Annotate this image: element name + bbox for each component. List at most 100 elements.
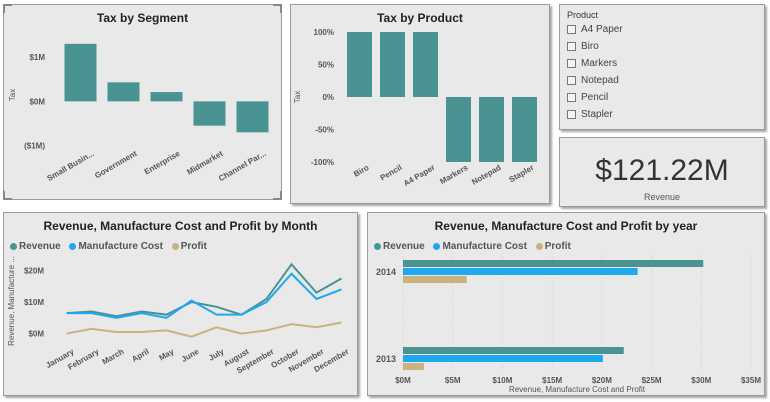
bar-profit[interactable] [403, 276, 467, 283]
series-line-profit[interactable] [66, 321, 342, 338]
bar[interactable] [347, 32, 372, 97]
checkbox[interactable] [567, 76, 576, 85]
y-tick-label: $1M [29, 53, 45, 62]
x-tick-label: Midmarket [185, 149, 224, 177]
bar-manufacture-cost[interactable] [403, 268, 638, 275]
y-tick-label: -50% [315, 126, 334, 135]
revenue-by-month-panel[interactable]: Revenue, Manufacture Cost and Profit by … [3, 212, 358, 396]
x-tick-label: $15M [542, 376, 562, 385]
revenue-card[interactable]: $121.22M Revenue [559, 137, 765, 207]
checkbox[interactable] [567, 25, 576, 34]
bar[interactable] [150, 92, 183, 102]
bar-revenue[interactable] [403, 260, 704, 267]
x-tick-label: June [180, 347, 201, 364]
legend-profit-dot-icon [171, 242, 179, 250]
slicer-item-label: Notepad [581, 75, 619, 86]
product-slicer[interactable]: Product A4 Paper Biro Markers Notepad Pencil… [559, 4, 765, 130]
tax-by-segment-chart[interactable]: $1M $0M ($1M) Tax Small Busin...Government En… [4, 5, 281, 199]
slicer-item-pencil[interactable]: Pencil [567, 92, 608, 103]
x-tick-label: $20M [592, 376, 612, 385]
y-axis-label: Revenue, Manufacture ... [7, 256, 16, 346]
y-tick-label: 2014 [376, 267, 396, 277]
slicer-title: Product [567, 10, 599, 20]
checkbox[interactable] [567, 59, 576, 68]
y-axis-label: Tax [8, 89, 17, 101]
legend-revenue-label: Revenue [383, 241, 425, 252]
legend-profit[interactable]: Profit [171, 241, 207, 252]
revenue-card-value: $121.22M [595, 154, 729, 187]
y-tick-label: 50% [318, 61, 334, 70]
legend-manufacture[interactable]: Manufacture Cost [433, 241, 527, 252]
bar[interactable] [413, 32, 438, 97]
bar[interactable] [446, 97, 471, 162]
bar[interactable] [512, 97, 537, 162]
legend-manufacture[interactable]: Manufacture Cost [69, 241, 163, 252]
resize-handle-icon[interactable] [3, 191, 12, 200]
bar[interactable] [193, 101, 226, 126]
x-tick-label: Channel Par... [217, 149, 267, 183]
bar[interactable] [479, 97, 504, 162]
resize-handle-icon[interactable] [273, 4, 282, 13]
x-tick-label: March [101, 347, 126, 367]
resize-handle-icon[interactable] [273, 191, 282, 200]
slicer-item-biro[interactable]: Biro [567, 41, 599, 52]
y-tick-label: -100% [311, 158, 334, 167]
revenue-by-year-chart[interactable]: $0M $5M $10M $15M $20M $25M $30M $35M 2014 2013 Re… [368, 213, 764, 395]
x-tick-label: Stapler [508, 163, 536, 184]
x-tick-label: May [158, 347, 176, 363]
checkbox[interactable] [567, 42, 576, 51]
tax-by-segment-panel[interactable]: Tax by Segment $1M $0M ($1M) Tax Small Busin… [3, 4, 282, 200]
slicer-item-a4-paper[interactable]: A4 Paper [567, 24, 623, 35]
y-tick-label: 2013 [376, 354, 396, 364]
checkbox[interactable] [567, 110, 576, 119]
slicer-item-markers[interactable]: Markers [567, 58, 617, 69]
legend-manufacture-label: Manufacture Cost [78, 241, 163, 252]
revenue-by-year-panel[interactable]: Revenue, Manufacture Cost and Profit by … [367, 212, 765, 396]
slicer-item-label: Biro [581, 41, 599, 52]
slicer-item-stapler[interactable]: Stapler [567, 109, 613, 120]
bar[interactable] [380, 32, 405, 97]
y-tick-label: 100% [314, 28, 334, 37]
x-tick-label: A4 Paper [402, 163, 437, 188]
bar-profit[interactable] [403, 363, 424, 370]
x-tick-label: April [130, 347, 150, 364]
x-tick-label: Markers [438, 163, 470, 186]
slicer-item-label: Stapler [581, 109, 613, 120]
slicer-item-notepad[interactable]: Notepad [567, 75, 619, 86]
legend-profit-label: Profit [544, 241, 571, 252]
x-axis-label: Revenue, Manufacture Cost and Profit [509, 385, 646, 394]
revenue-by-month-title: Revenue, Manufacture Cost and Profit by … [43, 219, 318, 233]
legend-revenue-dot-icon [374, 242, 381, 250]
revenue-by-month-chart[interactable]: Revenue, Manufacture ... $20M$10M$0MJanua… [4, 213, 357, 395]
y-tick-label: ($1M) [24, 142, 45, 151]
revenue-card-label: Revenue [643, 192, 681, 202]
year-legend: Revenue Manufacture Cost Profit [374, 241, 577, 252]
tax-by-product-panel[interactable]: Tax by Product 100% 50% 0% -50% -100% Tax Biro… [290, 4, 550, 204]
legend-manufacture-dot-icon [69, 242, 77, 250]
legend-revenue-dot-icon [10, 242, 17, 250]
bar-revenue[interactable] [403, 347, 624, 354]
series-line-revenue[interactable] [66, 262, 342, 318]
slicer-item-label: Markers [581, 58, 618, 69]
tax-by-segment-title: Tax by Segment [96, 11, 189, 25]
x-tick-label: Government [93, 149, 139, 181]
bar[interactable] [64, 43, 97, 102]
tax-by-product-title: Tax by Product [377, 11, 463, 25]
legend-revenue[interactable]: Revenue [374, 241, 425, 252]
legend-revenue[interactable]: Revenue [10, 241, 61, 252]
resize-handle-icon[interactable] [3, 4, 12, 13]
bar[interactable] [236, 101, 269, 133]
legend-profit[interactable]: Profit [535, 241, 571, 252]
bar[interactable] [107, 82, 140, 102]
y-tick-label: $20M [24, 267, 44, 276]
x-tick-label: $0M [395, 376, 411, 385]
legend-profit-label: Profit [180, 241, 207, 252]
checkbox[interactable] [567, 93, 576, 102]
x-tick-label: $35M [741, 376, 761, 385]
x-tick-label: $30M [691, 376, 711, 385]
bar-manufacture-cost[interactable] [403, 355, 603, 362]
slicer-item-label: Pencil [581, 92, 609, 103]
x-tick-label: Enterprise [143, 149, 182, 177]
series-line-manufacture-cost[interactable] [66, 272, 342, 319]
